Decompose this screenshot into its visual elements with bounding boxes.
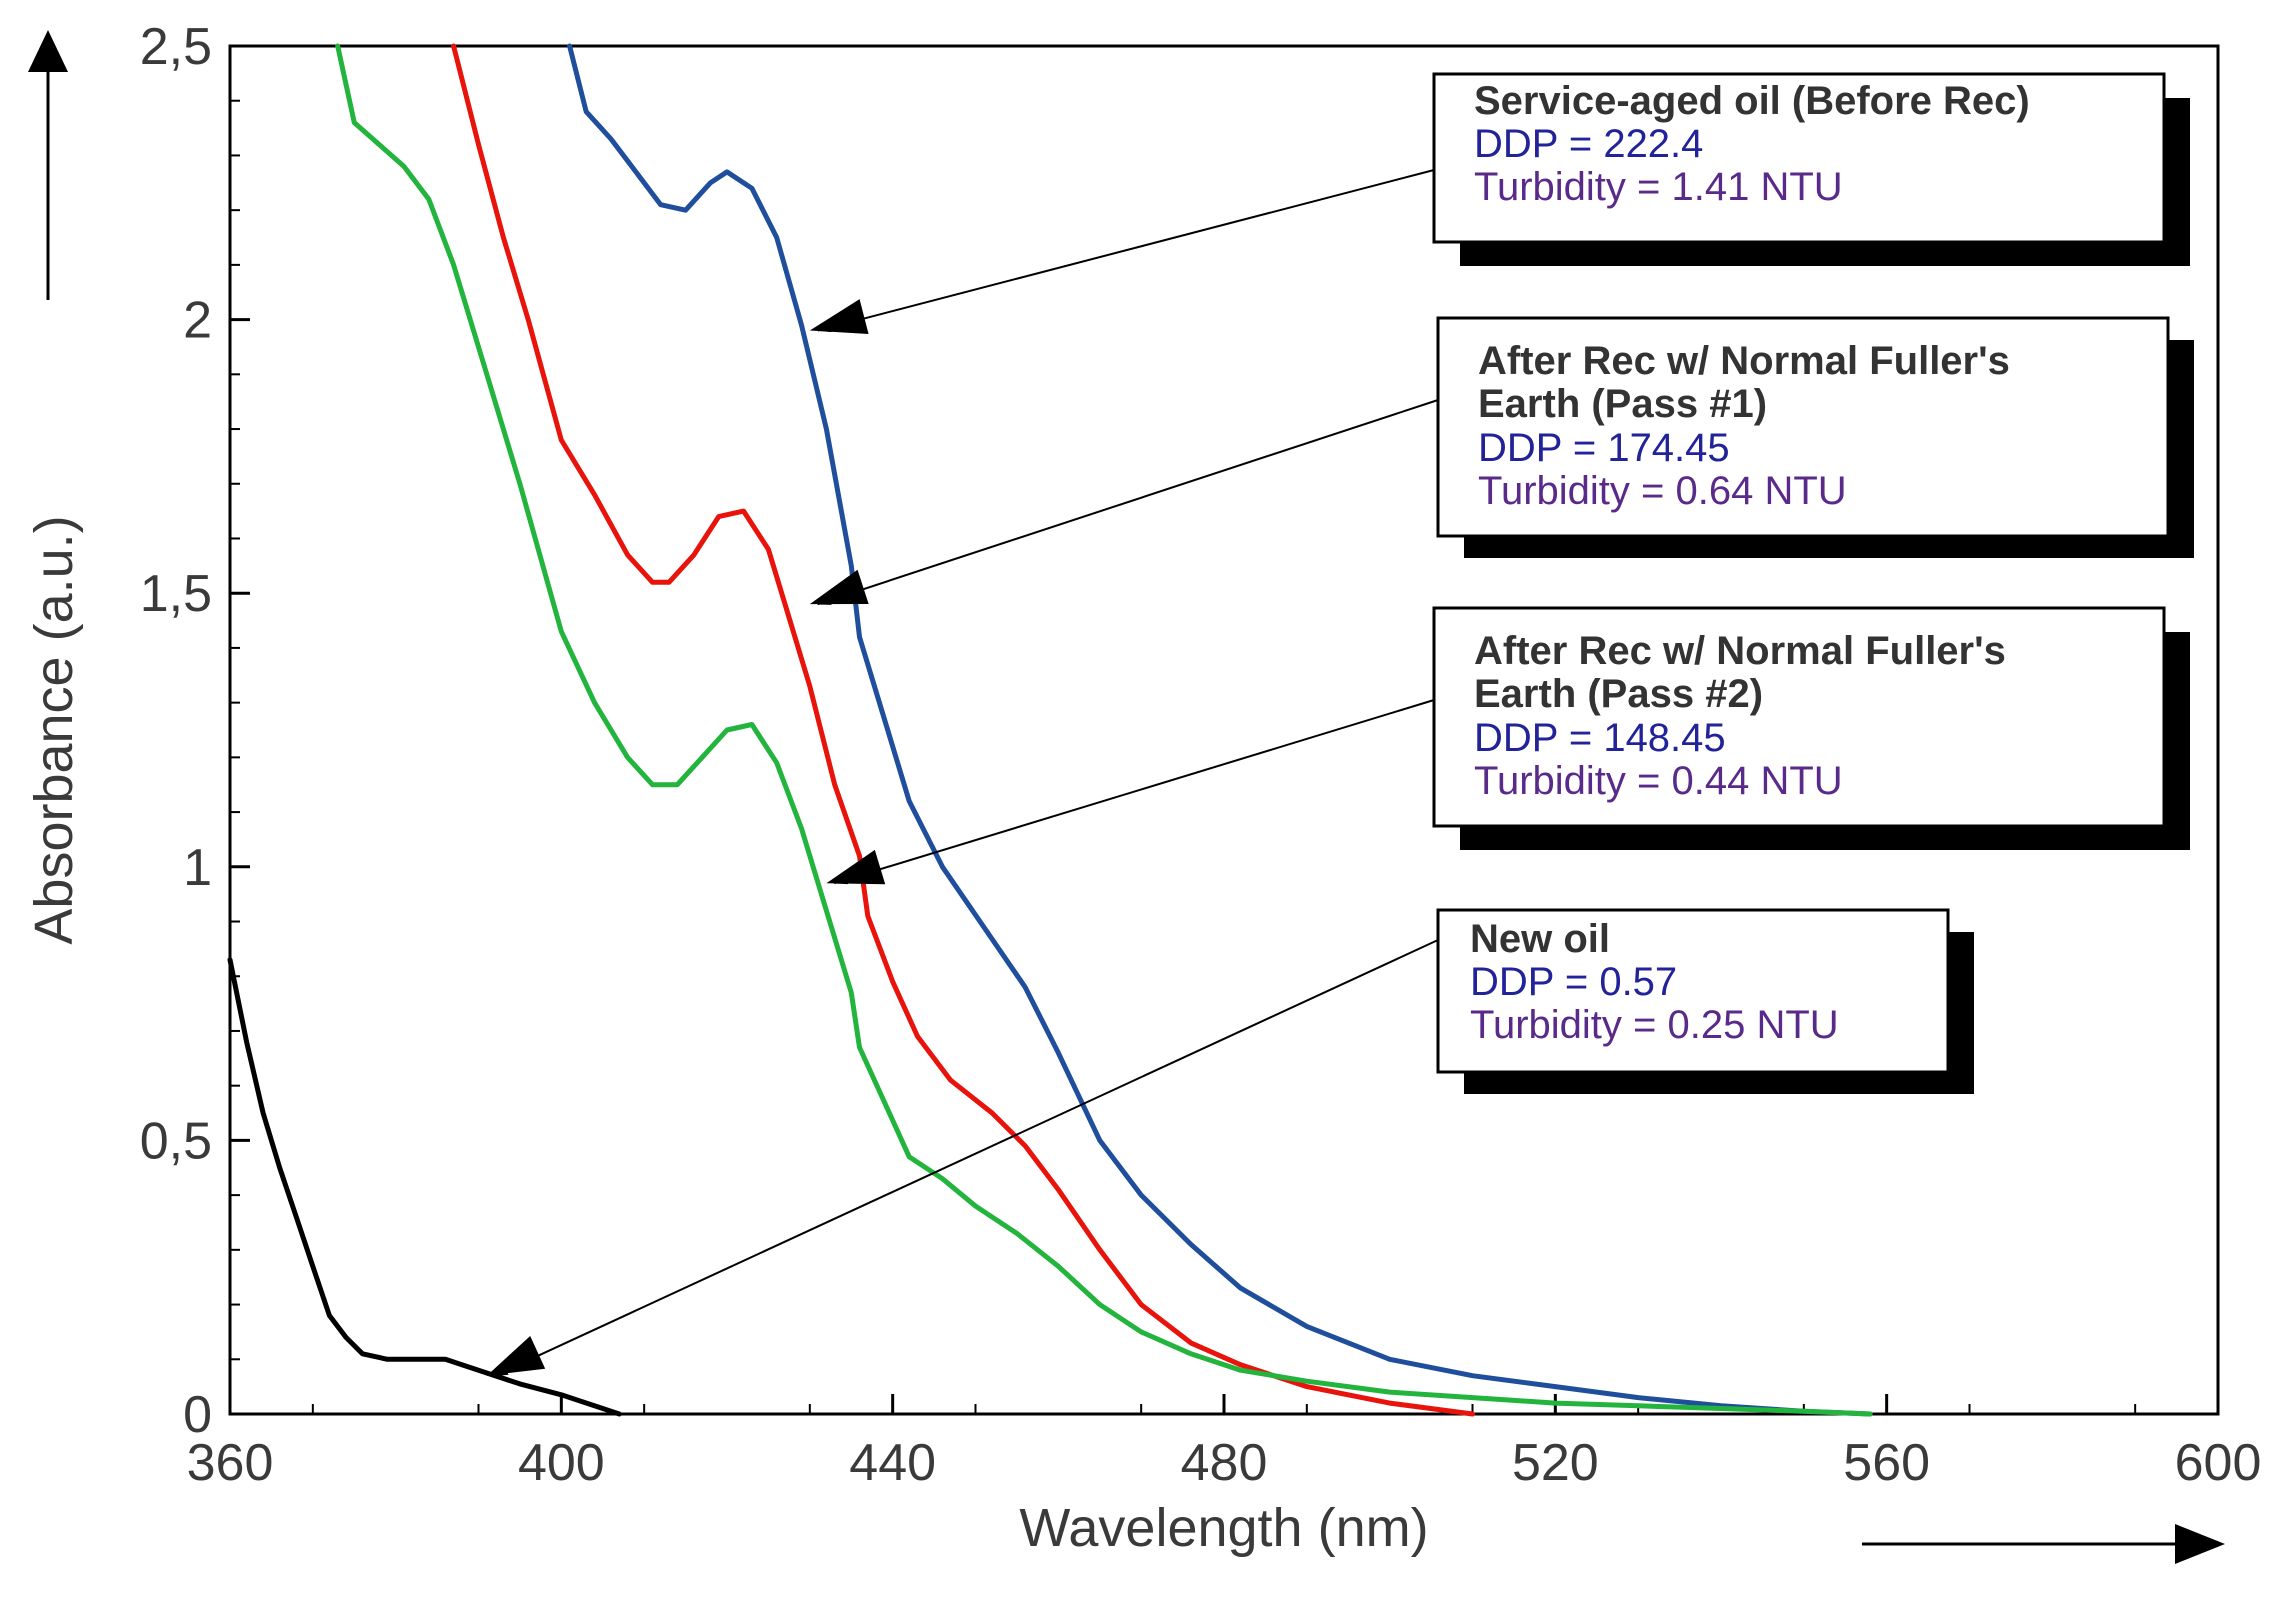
- annotation-title: Service-aged oil (Before Rec): [1474, 79, 2030, 123]
- callout-line: [816, 169, 1435, 333]
- series-line-after-rec-w-normal-fuller-s-earth-pass-2: [335, 43, 1873, 1417]
- x-tick-label: 520: [1512, 1434, 1599, 1492]
- y-direction-arrow: [28, 30, 68, 300]
- x-direction-arrow: [1862, 1524, 2225, 1564]
- annotation-pass-2: After Rec w/ Normal Fuller's Earth (Pass…: [1432, 606, 2190, 850]
- x-tick-label: 360: [187, 1434, 274, 1492]
- x-tick-label: 480: [1181, 1434, 1268, 1492]
- annotation-title-line-2: Earth (Pass #2): [1474, 672, 1763, 716]
- annotation-title-line-1: After Rec w/ Normal Fuller's: [1478, 339, 2010, 383]
- callout-arrowhead: [826, 849, 886, 885]
- annotation-turbidity: Turbidity = 1.41 NTU: [1474, 165, 1843, 209]
- y-tick-label: 0,5: [140, 1112, 212, 1170]
- annotation-title: New oil: [1470, 917, 1610, 961]
- callout-arrowhead: [486, 1336, 546, 1376]
- x-tick-label: 440: [849, 1434, 936, 1492]
- x-tick-label: 600: [2175, 1434, 2262, 1492]
- axis-ticks: 360 400 440 480 520 560 600 0 0,5 1 1,5 2 2,5: [140, 18, 2262, 1492]
- annotation-turbidity: Turbidity = 0.25 NTU: [1470, 1003, 1839, 1047]
- annotation-service-aged: Service-aged oil (Before Rec) DDP = 222.…: [1432, 72, 2190, 266]
- callout-arrowhead: [809, 299, 869, 335]
- annotation-ddp: DDP = 148.45: [1474, 716, 1726, 760]
- series-line-after-rec-w-normal-fuller-s-earth-pass-1: [451, 43, 1475, 1417]
- annotation-turbidity: Turbidity = 0.64 NTU: [1478, 469, 1847, 513]
- series-lines: [227, 43, 1873, 1417]
- annotation-new-oil: New oil DDP = 0.57 Turbidity = 0.25 NTU: [1436, 908, 1974, 1094]
- annotation-title-line-2: Earth (Pass #1): [1478, 382, 1767, 426]
- x-tick-label: 560: [1843, 1434, 1930, 1492]
- annotation-ddp: DDP = 0.57: [1470, 960, 1677, 1004]
- series-line-new-oil: [227, 957, 622, 1417]
- x-tick-label: 400: [518, 1434, 605, 1492]
- x-axis-title: Wavelength (nm): [1019, 1498, 1428, 1558]
- annotation-pass-1: After Rec w/ Normal Fuller's Earth (Pass…: [1436, 316, 2194, 558]
- callout-line: [833, 699, 1435, 885]
- y-tick-label: 2: [183, 292, 212, 350]
- y-axis-title: Absorbance (a.u.): [24, 515, 84, 944]
- callout-line: [816, 399, 1439, 606]
- annotation-ddp: DDP = 222.4: [1474, 122, 1703, 166]
- annotation-turbidity: Turbidity = 0.44 NTU: [1474, 759, 1843, 803]
- annotation-ddp: DDP = 174.45: [1478, 426, 1730, 470]
- series-line-service-aged-oil-before-rec: [567, 43, 1873, 1417]
- y-tick-label: 2,5: [140, 18, 212, 76]
- annotation-title-line-1: After Rec w/ Normal Fuller's: [1474, 629, 2006, 673]
- callout-arrowhead: [809, 569, 869, 605]
- y-tick-label: 0: [183, 1386, 212, 1444]
- callout-arrows: [486, 169, 1439, 1377]
- y-tick-label: 1: [183, 839, 212, 897]
- y-tick-label: 1,5: [140, 565, 212, 623]
- callout-line: [493, 939, 1439, 1377]
